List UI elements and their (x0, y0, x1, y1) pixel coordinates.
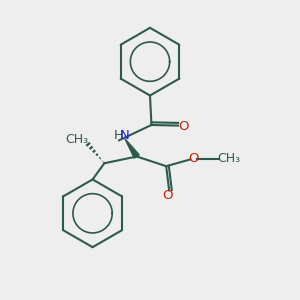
Text: CH₃: CH₃ (217, 152, 240, 165)
Text: O: O (178, 120, 188, 133)
Polygon shape (125, 139, 139, 158)
Text: O: O (188, 152, 199, 165)
Text: CH₃: CH₃ (66, 133, 89, 146)
Text: H: H (113, 129, 123, 142)
Text: N: N (119, 129, 129, 142)
Text: O: O (162, 189, 173, 202)
